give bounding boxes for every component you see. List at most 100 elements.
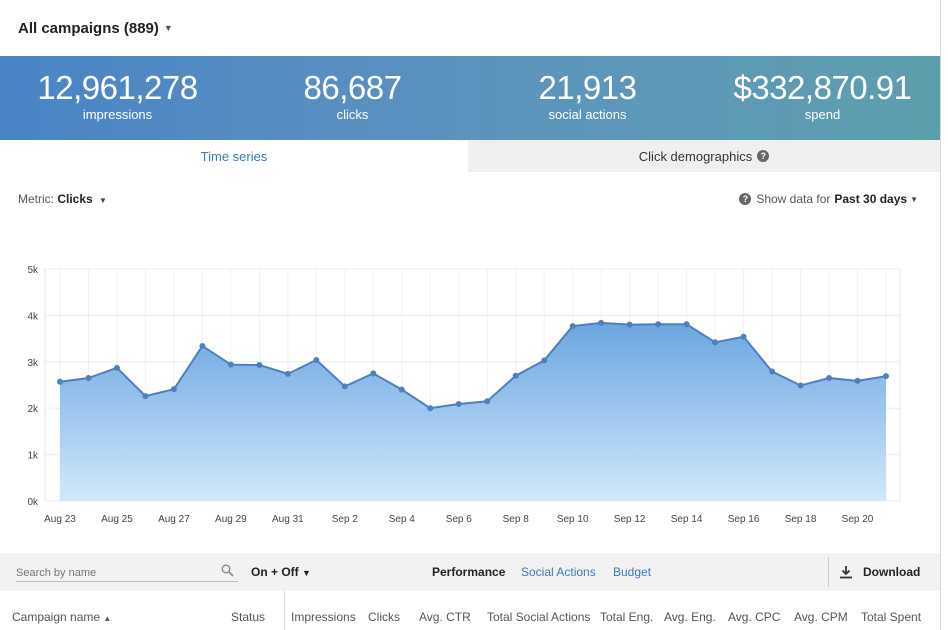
column-impressions[interactable]: Impressions <box>291 610 356 624</box>
data-point <box>341 383 348 390</box>
date-range-value: Past 30 days <box>834 192 908 206</box>
data-point <box>398 386 405 393</box>
stat-clicks: 86,687 clicks <box>235 56 470 140</box>
x-tick-label: Sep 20 <box>842 514 874 525</box>
data-point <box>883 373 889 380</box>
view-social-actions[interactable]: Social Actions <box>521 565 596 579</box>
x-tick-label: Aug 31 <box>272 514 304 525</box>
chevron-down-icon[interactable]: ▼ <box>163 23 173 33</box>
data-point <box>797 382 804 389</box>
campaign-selector[interactable]: All campaigns (889) <box>18 19 159 37</box>
chevron-down-icon: ▼ <box>910 194 918 204</box>
data-point <box>284 370 291 377</box>
x-tick-label: Sep 10 <box>557 514 589 525</box>
stat-value: $332,870.91 <box>733 69 912 106</box>
data-point <box>227 361 234 368</box>
data-point <box>313 356 320 363</box>
x-tick-label: Sep 4 <box>389 514 416 525</box>
y-tick-label: 4k <box>27 311 39 322</box>
x-tick-label: Aug 29 <box>215 514 247 525</box>
clicks-line <box>59 321 887 410</box>
sort-asc-icon: ▲ <box>103 614 112 623</box>
table-header-row: Campaign name ▲ Status Impressions Click… <box>0 591 940 630</box>
data-point <box>199 343 206 350</box>
column-total-social-actions[interactable]: Total Social Actions <box>487 610 591 624</box>
data-point <box>256 362 263 369</box>
stat-value: 12,961,278 <box>37 69 198 106</box>
table-toolbar: On + Off ▼ Performance Social Actions Bu… <box>0 553 940 591</box>
x-tick-label: Sep 8 <box>503 514 530 525</box>
stat-spend: $332,870.91 spend <box>705 56 940 140</box>
search-input[interactable] <box>16 567 206 579</box>
campaign-header: All campaigns (889) ▼ <box>0 0 940 56</box>
x-tick-label: Aug 23 <box>44 514 76 525</box>
metric-selector[interactable]: Metric: Clicks ▼ <box>18 192 107 206</box>
tab-time-series[interactable]: Time series <box>0 140 468 172</box>
x-tick-label: Sep 14 <box>671 514 703 525</box>
column-status[interactable]: Status <box>231 610 266 624</box>
view-budget[interactable]: Budget <box>613 565 652 579</box>
column-clicks[interactable]: Clicks <box>368 610 400 624</box>
column-divider <box>284 591 285 630</box>
status-filter-dropdown[interactable]: On + Off ▼ <box>251 565 311 579</box>
data-point <box>57 378 63 385</box>
x-tick-label: Sep 16 <box>728 514 760 525</box>
data-point <box>655 321 662 328</box>
stat-impressions: 12,961,278 impressions <box>0 56 235 140</box>
data-point <box>142 393 149 400</box>
chevron-down-icon: ▼ <box>99 196 107 205</box>
stats-bar: 12,961,278 impressions 86,687 clicks 21,… <box>0 56 940 140</box>
tab-click-demographics[interactable]: Click demographics ? <box>468 140 940 172</box>
column-avg-cpc[interactable]: Avg. CPC <box>728 610 781 624</box>
stat-label: social actions <box>548 107 627 122</box>
data-point <box>484 398 491 405</box>
data-point <box>626 321 633 328</box>
column-label: Campaign name <box>12 610 101 624</box>
x-tick-label: Sep 2 <box>332 514 359 525</box>
view-tabs: Time series Click demographics ? <box>0 140 940 172</box>
y-tick-label: 3k <box>27 358 39 369</box>
column-avg-eng[interactable]: Avg. Eng. <box>664 610 716 624</box>
download-button[interactable]: Download <box>828 557 920 587</box>
show-data-label: Show data for <box>756 192 831 206</box>
y-tick-label: 1k <box>27 451 39 462</box>
y-tick-label: 5k <box>27 265 39 276</box>
stat-social-actions: 21,913 social actions <box>470 56 705 140</box>
y-tick-label: 0k <box>27 497 39 508</box>
download-label: Download <box>863 565 921 579</box>
data-point <box>541 357 548 364</box>
stat-label: impressions <box>82 107 153 122</box>
date-range-selector[interactable]: ? Show data for Past 30 days ▼ <box>739 192 918 206</box>
x-tick-label: Sep 6 <box>446 514 473 525</box>
stat-value: 86,687 <box>303 69 402 106</box>
status-filter-label: On + Off <box>251 565 299 579</box>
column-total-spent[interactable]: Total Spent <box>861 610 922 624</box>
stat-label: spend <box>804 107 841 122</box>
data-point <box>569 323 576 330</box>
column-campaign-name[interactable]: Campaign name ▲ <box>12 610 111 624</box>
data-point <box>826 375 833 382</box>
stat-value: 21,913 <box>538 69 637 106</box>
column-avg-ctr[interactable]: Avg. CTR <box>419 610 471 624</box>
column-total-eng[interactable]: Total Eng. <box>600 610 654 624</box>
data-point <box>427 405 434 412</box>
data-point <box>170 386 177 393</box>
tab-label: Time series <box>200 148 268 164</box>
x-tick-label: Aug 25 <box>101 514 133 525</box>
y-tick-label: 2k <box>27 404 39 415</box>
download-icon <box>840 566 852 579</box>
x-tick-label: Sep 18 <box>785 514 817 525</box>
data-point <box>113 364 120 371</box>
x-tick-label: Sep 12 <box>614 514 646 525</box>
metric-label: Metric: <box>18 192 54 206</box>
help-icon[interactable]: ? <box>757 150 770 162</box>
data-point <box>598 319 605 326</box>
data-point <box>370 370 377 377</box>
help-icon[interactable]: ? <box>739 193 752 205</box>
search-icon[interactable] <box>221 564 234 582</box>
column-avg-cpm[interactable]: Avg. CPM <box>794 610 848 624</box>
view-performance[interactable]: Performance <box>432 565 506 579</box>
data-point <box>712 339 719 346</box>
data-point <box>85 375 92 382</box>
